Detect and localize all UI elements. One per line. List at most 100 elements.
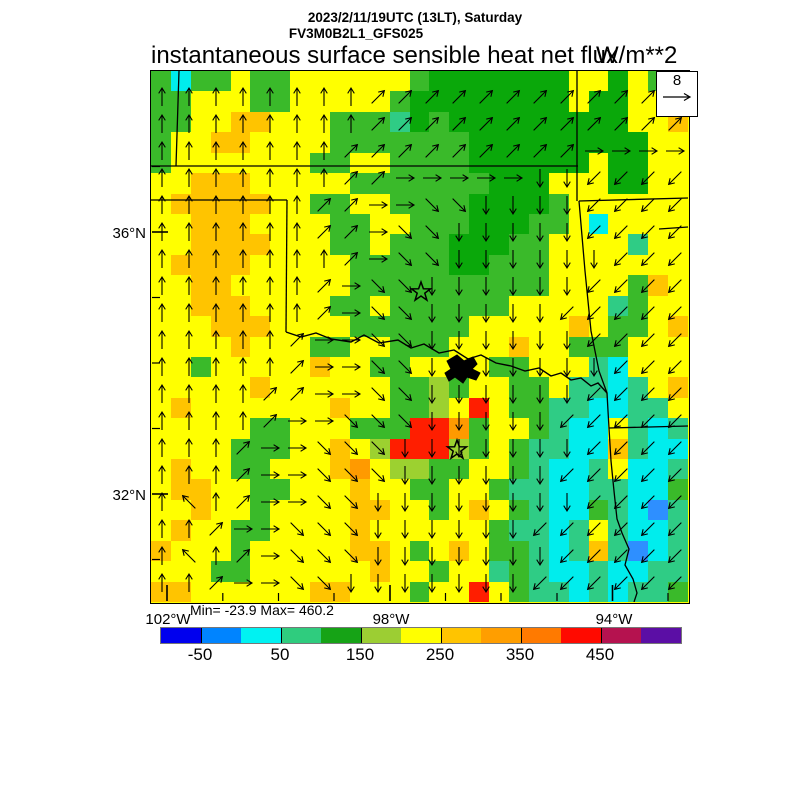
colorbar [160, 627, 682, 644]
wind-arrow-icon [212, 86, 220, 106]
wind-arrow-icon [212, 140, 220, 160]
raster-cell [648, 520, 669, 542]
raster-cell [568, 418, 590, 440]
raster-cell [330, 459, 351, 481]
wind-arrow-icon [667, 333, 682, 348]
colorbar-segment [561, 628, 601, 643]
raster-cell [548, 234, 570, 256]
raster-cell [330, 499, 351, 521]
raster-cell [509, 152, 530, 174]
wind-arrow-icon [482, 277, 490, 297]
colorbar-segment [241, 628, 281, 643]
wind-arrow-icon [509, 223, 517, 243]
raster-cell [389, 132, 411, 154]
colorbar-segment [361, 628, 401, 643]
raster-cell [250, 397, 272, 419]
wind-arrow-icon [344, 170, 359, 185]
raster-cell [608, 499, 630, 521]
wind-arrow-icon [613, 441, 628, 456]
raster-cell [369, 295, 391, 317]
raster-cell [170, 418, 192, 440]
raster-cell [250, 438, 272, 460]
raster-cell [349, 459, 371, 481]
wind-arrow-icon [482, 493, 490, 513]
raster-cell [588, 377, 610, 399]
raster-cell [310, 520, 331, 542]
raster-cell [648, 438, 669, 460]
wind-arrow-icon [185, 518, 193, 538]
wind-arrow-icon [344, 495, 359, 510]
raster-cell [489, 336, 510, 358]
raster-cell [628, 397, 649, 419]
raster-cell [449, 91, 470, 113]
raster-cell [449, 111, 470, 133]
wind-arrow-icon [158, 464, 166, 484]
wind-arrow-icon [261, 579, 281, 587]
wind-arrow-icon [667, 576, 682, 591]
raster-cell [528, 91, 550, 113]
wind-arrow-icon [613, 387, 628, 402]
raster-cell [509, 377, 530, 399]
raster-cell [310, 499, 331, 521]
raster-cell [190, 152, 212, 174]
raster-cell [170, 234, 192, 256]
wind-arrow-icon [667, 360, 682, 375]
raster-cell [170, 397, 192, 419]
raster-cell [389, 254, 411, 276]
raster-cell [429, 377, 451, 399]
wind-arrow-icon [533, 116, 548, 131]
wind-arrow-icon [509, 547, 517, 567]
raster-cell [568, 336, 590, 358]
raster-cell [469, 316, 490, 338]
raster-cell [628, 132, 649, 154]
raster-cell [648, 397, 669, 419]
raster-cell [230, 91, 252, 113]
wind-arrow-icon [585, 147, 605, 155]
raster-cell [469, 336, 490, 358]
raster-cell [210, 71, 232, 93]
raster-cell [190, 438, 212, 460]
raster-cell [310, 438, 331, 460]
raster-cell [528, 173, 550, 195]
raster-cell [190, 295, 212, 317]
wind-arrow-icon [667, 387, 682, 402]
wind-arrow-icon [425, 116, 440, 131]
raster-cell [509, 213, 530, 236]
wind-arrow-icon [288, 417, 308, 425]
raster-cell [528, 71, 550, 93]
raster-cell [290, 213, 311, 236]
raster-cell [548, 459, 570, 481]
raster-cell [528, 254, 550, 276]
raster-cell [528, 438, 550, 460]
map-plot [150, 70, 690, 604]
raster-cell [389, 316, 411, 338]
raster-cell [489, 499, 510, 521]
wind-arrow-icon [425, 89, 440, 104]
raster-cell [330, 173, 351, 195]
wind-arrow-icon [266, 140, 274, 160]
wind-arrow-icon [266, 194, 274, 214]
raster-cell [190, 132, 212, 154]
wind-arrow-icon [563, 493, 571, 513]
raster-cell [190, 111, 212, 133]
wind-arrow-icon [667, 306, 682, 321]
raster-cell [628, 254, 649, 276]
raster-cell [170, 520, 192, 542]
raster-cell [349, 132, 371, 154]
wind-arrow-icon [613, 468, 628, 483]
raster-cell [330, 111, 351, 133]
colorbar-segment [401, 628, 441, 643]
raster-cell [469, 152, 490, 174]
wind-arrow-icon [482, 574, 490, 594]
wind-arrow-icon [482, 304, 490, 324]
raster-cell [449, 438, 470, 460]
raster-cell [170, 193, 192, 215]
raster-cell [170, 91, 192, 113]
wind-arrow-icon [563, 331, 571, 351]
wind-arrow-icon [239, 329, 247, 349]
raster-cell [528, 234, 550, 256]
raster-cell [230, 459, 252, 481]
raster-cell [509, 459, 530, 481]
raster-cell [230, 132, 252, 154]
raster-cell [151, 234, 172, 256]
